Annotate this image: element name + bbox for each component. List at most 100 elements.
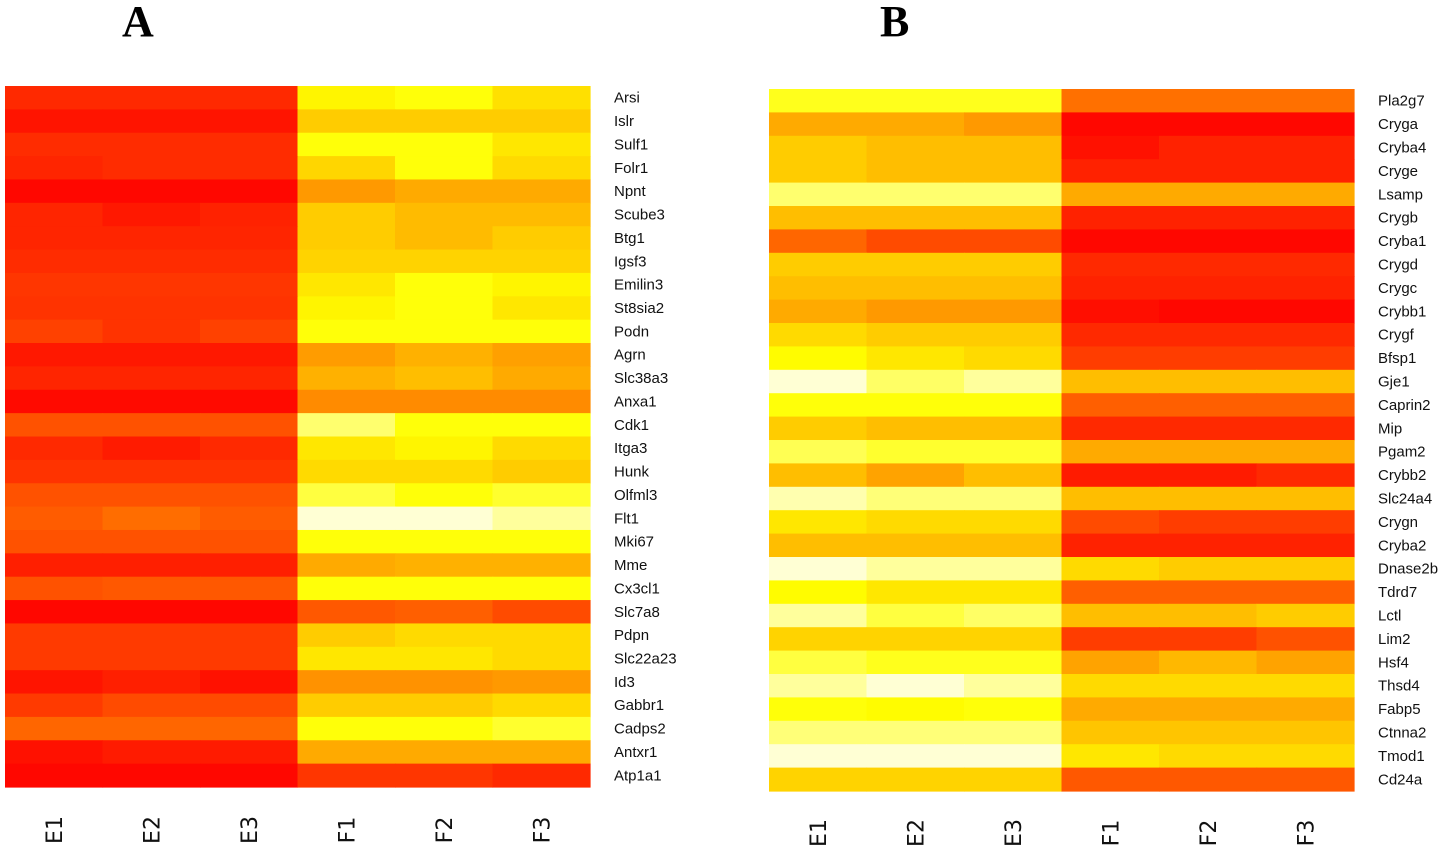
- heatmap-cell-ctnna2-f1: [1061, 720, 1160, 745]
- heatmap-cell-cryba4-f2: [1159, 135, 1258, 160]
- row-label: Mip: [1378, 420, 1402, 437]
- heatmap-cell-scube3-e3: [200, 202, 299, 227]
- heatmap-cell-cryga-f3: [1256, 112, 1355, 137]
- row-label: Cd24a: [1378, 771, 1423, 788]
- heatmap-cell-crygn-f2: [1159, 510, 1258, 535]
- row-label: Crygc: [1378, 280, 1418, 297]
- heatmap-cell-slc38a3-e2: [102, 366, 201, 391]
- row-label: Hunk: [614, 464, 650, 481]
- heatmap-cell-hunk-e3: [200, 459, 299, 484]
- heatmap-cell-itga3-f2: [395, 436, 494, 461]
- heatmap-cell-lctl-f3: [1256, 603, 1355, 628]
- heatmap-cell-crygb-e1: [769, 206, 868, 230]
- heatmap-cell-slc7a8-f3: [492, 600, 591, 625]
- heatmap-cell-crygf-e3: [964, 323, 1063, 347]
- heatmap-cell-slc24a4-e2: [866, 486, 965, 511]
- heatmap-cell-cx3cl1-f2: [395, 576, 494, 601]
- heatmap-cell-sulf1-f3: [492, 132, 591, 157]
- heatmap-cell-gje1-f2: [1159, 369, 1258, 394]
- row-label: Mki67: [614, 534, 654, 551]
- row-label: Crygb: [1378, 210, 1418, 227]
- row-label: Btg1: [614, 230, 645, 247]
- heatmap-cell-mip-e3: [964, 416, 1063, 441]
- heatmap-cell-crybb1-f2: [1159, 299, 1258, 324]
- heatmap-cell-pdpn-f2: [395, 623, 494, 648]
- heatmap-cell-islr-f1: [297, 109, 396, 134]
- row-label: Atp1a1: [614, 767, 662, 784]
- heatmap-cell-igsf3-f1: [297, 249, 396, 274]
- heatmap-cell-st8sia2-f2: [395, 296, 494, 321]
- heatmap-cell-cryga-e1: [769, 112, 868, 137]
- heatmap-cell-islr-e3: [200, 109, 299, 134]
- heatmap-cell-bfsp1-e3: [964, 346, 1063, 371]
- heatmap-cell-anxa1-f3: [492, 389, 591, 414]
- heatmap-cell-crygf-f3: [1256, 323, 1355, 347]
- heatmap-cell-slc38a3-f2: [395, 366, 494, 391]
- heatmap-cell-cd24a-f1: [1061, 767, 1160, 792]
- heatmap-cell-sulf1-e2: [102, 132, 201, 157]
- heatmap-cell-slc38a3-e3: [200, 366, 299, 391]
- heatmap-cell-caprin2-e2: [866, 393, 965, 418]
- heatmap-cell-islr-f2: [395, 109, 494, 134]
- heatmap-panel-b: Pla2g7 Cryga Cryba4 Cryge Lsamp Crygb Cryba1 Cr…: [769, 89, 1438, 847]
- heatmap-cell-mme-f3: [492, 553, 591, 578]
- heatmap-cell-slc7a8-e3: [200, 600, 299, 625]
- heatmap-cell-crybb1-e3: [964, 299, 1063, 324]
- heatmap-cell-pdpn-e3: [200, 623, 299, 648]
- heatmap-cell-olfml3-f2: [395, 483, 494, 508]
- heatmap-cell-crybb2-f3: [1256, 463, 1355, 488]
- heatmap-cell-crybb2-f1: [1061, 463, 1160, 488]
- heatmap-cell-crygb-f1: [1061, 206, 1160, 230]
- heatmap-cell-crygf-e1: [769, 323, 868, 347]
- heatmap-cell-crygd-f1: [1061, 252, 1160, 277]
- heatmap-cell-sulf1-f1: [297, 132, 396, 157]
- row-label: Crybb2: [1378, 467, 1426, 484]
- heatmap-cell-slc22a23-e3: [200, 646, 299, 671]
- heatmap-cell-igsf3-e2: [102, 249, 201, 274]
- heatmap-cell-thsd4-f2: [1159, 674, 1258, 698]
- heatmap-cell-cryba2-e2: [866, 533, 965, 558]
- panel-a-title: A: [122, 0, 154, 46]
- row-label: Crygn: [1378, 514, 1418, 531]
- heatmap-cell-gabbr1-e2: [102, 693, 201, 718]
- heatmap-cell-slc22a23-f1: [297, 646, 396, 671]
- row-label: Pla2g7: [1378, 93, 1425, 110]
- heatmap-cell-cryge-f1: [1061, 159, 1160, 184]
- heatmap-cell-crygb-f3: [1256, 206, 1355, 230]
- row-label: Crygd: [1378, 257, 1418, 274]
- heatmap-cell-cryba4-e1: [769, 135, 868, 160]
- heatmap-cell-igsf3-f3: [492, 249, 591, 274]
- heatmap-cell-thsd4-e2: [866, 674, 965, 698]
- heatmap-cell-podn-f2: [395, 319, 494, 344]
- row-label: Hsf4: [1378, 654, 1409, 671]
- heatmap-cell-cryga-f2: [1159, 112, 1258, 137]
- heatmap-cell-cdk1-f2: [395, 413, 494, 438]
- row-label: Olfml3: [614, 487, 657, 504]
- heatmap-cell-cryge-f2: [1159, 159, 1258, 184]
- row-label: Bfsp1: [1378, 350, 1416, 367]
- heatmap-cell-fabp5-e2: [866, 697, 965, 722]
- heatmap-cell-lctl-e1: [769, 603, 868, 628]
- heatmap-cell-bfsp1-e1: [769, 346, 868, 371]
- row-label: Caprin2: [1378, 397, 1431, 414]
- heatmap-cell-btg1-e3: [200, 226, 299, 251]
- heatmap-cell-crygd-e2: [866, 252, 965, 277]
- heatmap-cell-slc24a4-e1: [769, 486, 868, 511]
- heatmap-cell-tmod1-e1: [769, 744, 868, 769]
- heatmap-cell-tmod1-f1: [1061, 744, 1160, 769]
- heatmap-cell-mki67-f2: [395, 529, 494, 554]
- row-label: Podn: [614, 323, 649, 340]
- heatmap-cell-id3-e1: [5, 670, 104, 695]
- heatmap-cell-bfsp1-f3: [1256, 346, 1355, 371]
- heatmap-cell-folr1-e1: [5, 156, 104, 181]
- row-label: Pgam2: [1378, 444, 1426, 461]
- heatmap-cell-hunk-f2: [395, 459, 494, 484]
- heatmap-cell-flt1-f1: [297, 506, 396, 531]
- heatmap-cell-crygc-f3: [1256, 276, 1355, 301]
- heatmap-cell-lsamp-e2: [866, 182, 965, 207]
- column-label: E1: [43, 816, 68, 844]
- row-label: Id3: [614, 674, 635, 691]
- row-label: Scube3: [614, 207, 665, 224]
- heatmap-cell-fabp5-f2: [1159, 697, 1258, 722]
- heatmap-cell-btg1-f2: [395, 226, 494, 251]
